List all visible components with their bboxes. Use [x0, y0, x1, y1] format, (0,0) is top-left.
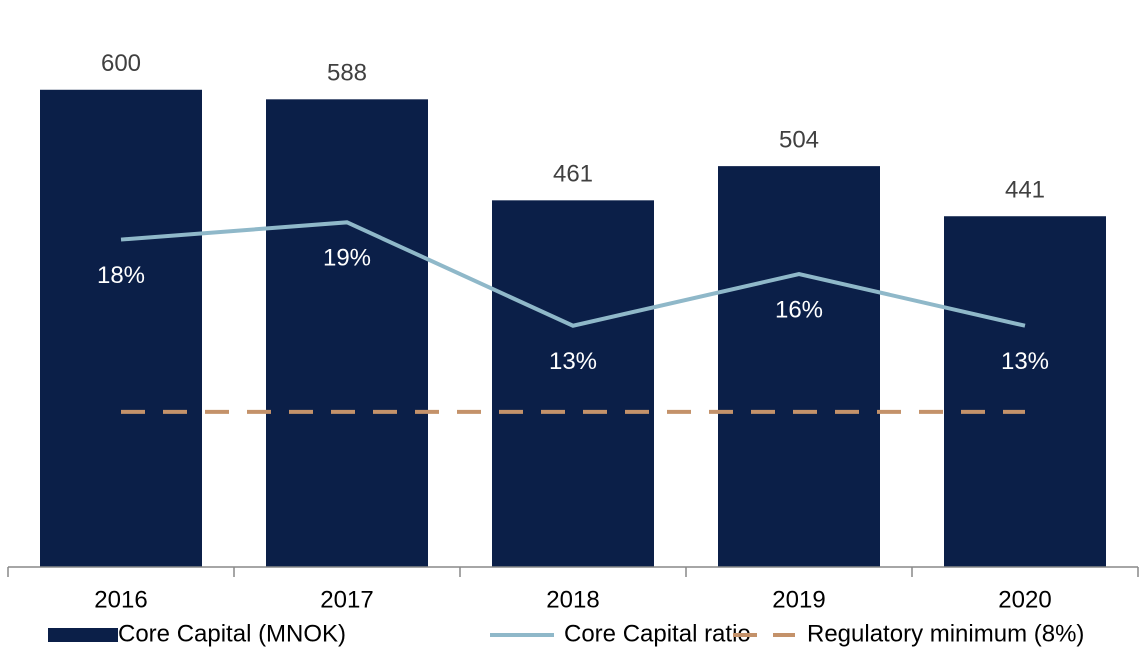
legend-label: Regulatory minimum (8%)	[807, 620, 1084, 647]
legend-label: Core Capital ratio	[564, 620, 751, 647]
bar-value-label: 441	[1005, 177, 1045, 204]
bar-value-label: 600	[101, 50, 141, 77]
line-value-label: 16%	[775, 296, 823, 323]
bar-value-label: 504	[779, 126, 819, 153]
bar	[492, 200, 654, 567]
x-tick-label: 2018	[546, 586, 599, 613]
x-tick-label: 2016	[94, 586, 147, 613]
x-tick-label: 2017	[320, 586, 373, 613]
legend-swatch	[48, 628, 118, 642]
line-value-label: 18%	[97, 262, 145, 289]
bar-value-label: 461	[553, 161, 593, 188]
x-tick-label: 2019	[772, 586, 825, 613]
bar	[718, 166, 880, 567]
line-value-label: 13%	[549, 348, 597, 375]
line-value-label: 19%	[323, 245, 371, 272]
line-value-label: 13%	[1001, 348, 1049, 375]
x-tick-label: 2020	[998, 586, 1051, 613]
line	[120, 220, 1026, 328]
bar	[944, 216, 1106, 567]
bar	[266, 99, 428, 567]
legend-label: Core Capital (MNOK)	[118, 620, 346, 647]
bar-value-label: 588	[327, 60, 367, 87]
bar	[40, 89, 202, 568]
